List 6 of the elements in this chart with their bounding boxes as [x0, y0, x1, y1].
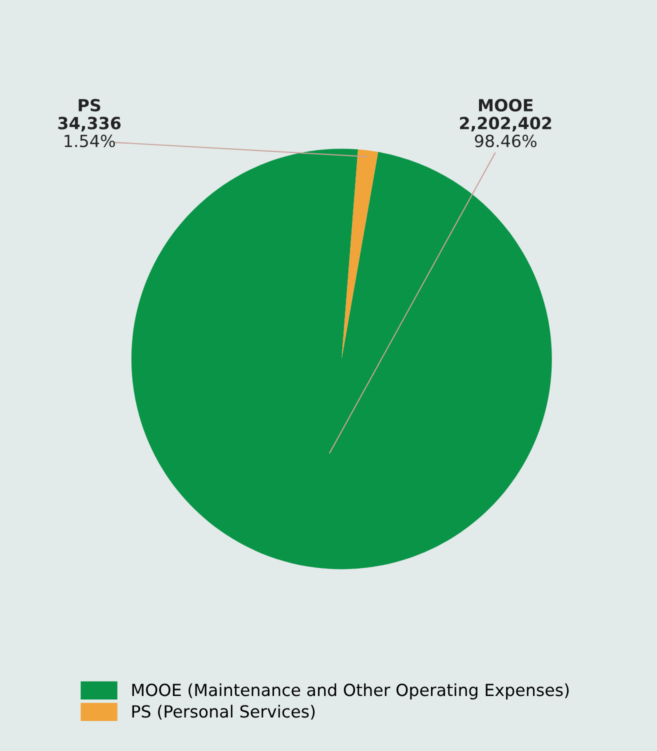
legend-label: PS (Personal Services)	[132, 704, 315, 720]
data-label: PS 34,336 1.54%	[58, 98, 121, 148]
pie-slice	[131, 148, 552, 570]
legend-label: MOOE (Maintenance and Other Operating Expenses)	[132, 683, 569, 700]
pie-slice	[342, 149, 378, 359]
data-label: MOOE 2,202,402 98.46%	[460, 98, 552, 148]
